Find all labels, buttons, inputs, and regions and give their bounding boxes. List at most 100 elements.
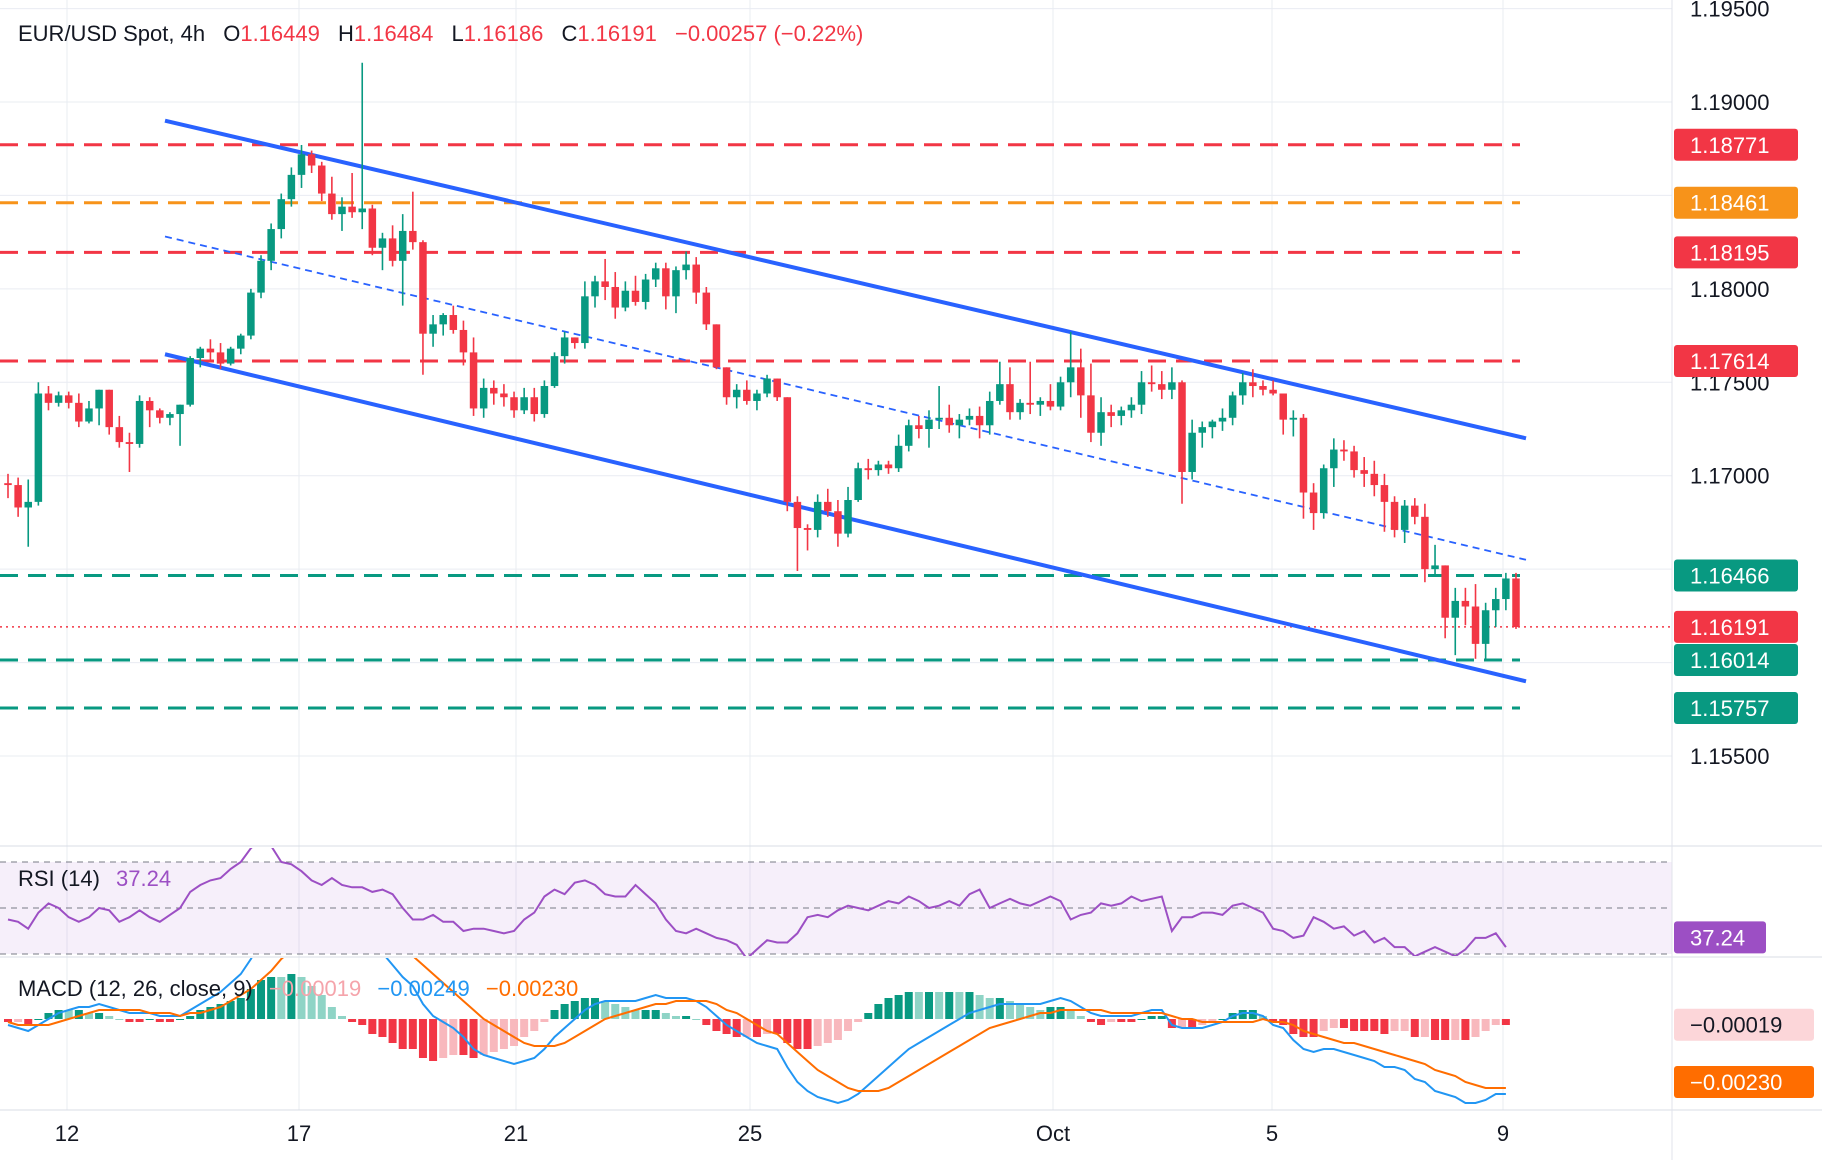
macd-hist-bar-9 [95,1013,104,1019]
macd-hist-bar-62 [631,1010,640,1019]
price-tick-label-4: 1.17000 [1690,464,1770,489]
candle-body-127 [1289,417,1298,420]
time-axis[interactable]: 12 17 21 25 Oct 5 9 [55,1121,1509,1146]
change-value: −0.00257 (−0.22%) [675,21,863,46]
macd-hist-bar-69 [702,1019,711,1025]
candle-body-15 [156,410,164,418]
macd-hist-bar-97 [985,998,994,1019]
macd-hist-bar-35 [358,1019,367,1025]
candle-body-29 [297,154,306,175]
candle-body-73 [743,389,751,401]
macd-hist-bar-71 [722,1019,731,1034]
macd-hist-bar-40 [408,1019,417,1049]
macd-hist-bar-137 [1390,1019,1399,1031]
macd-hist-bar-86 [874,1004,883,1019]
candle-body-25 [257,260,265,293]
candle-body-64 [651,268,660,280]
channel-mid-line [164,235,1527,561]
macd-hist-bar-77 [783,1019,792,1043]
candle-body-123 [1249,382,1257,387]
time-tick-label-2: 21 [504,1121,528,1146]
candle-body-51 [520,397,528,411]
candle-body-128 [1299,417,1308,493]
macd-hist-bar-109 [1107,1019,1116,1022]
candle-body-13 [135,400,144,444]
candle-body-136 [1380,485,1389,502]
macd-hist-bar-18 [186,1016,195,1019]
macd-hist-bar-67 [682,1016,691,1019]
candle-body-97 [985,400,994,426]
macd-hist-bar-138 [1400,1019,1409,1031]
candle-body-69 [702,292,711,325]
macd-hist-bar-19 [196,1010,205,1019]
candle-body-47 [479,387,488,409]
macd-hist-bar-146 [1481,1019,1490,1031]
candle-body-138 [1400,505,1409,530]
rsi-badge-bg [1674,921,1766,954]
candle-body-37 [378,238,387,248]
candle-body-147 [1492,599,1500,611]
macd-hist-bar-108 [1097,1019,1106,1025]
macd-signal-badge-bg [1674,1066,1814,1098]
candle-body-67 [682,264,690,271]
candle-body-28 [287,174,296,200]
candle-body-90 [915,425,923,429]
macd-hist-bar-58 [591,998,600,1019]
macd-hist-bar-81 [823,1019,832,1043]
level-badge-0-text: 1.18771 [1690,133,1770,158]
candle-body-100 [1016,402,1024,413]
candle-body-96 [975,415,984,426]
time-tick-label-4: Oct [1036,1121,1070,1146]
candle-body-30 [307,154,316,166]
candle-body-146 [1481,610,1490,644]
candle-body-149 [1512,578,1520,628]
candle-body-112 [1137,382,1146,405]
high-value: 1.16484 [354,21,434,46]
candle-body-113 [1147,382,1156,385]
close-label: C [561,21,577,46]
candle-body-23 [237,335,245,349]
candle-body-125 [1269,389,1277,394]
macd-hist-bar-65 [661,1013,670,1019]
candle-body-89 [905,425,913,446]
macd-hist-bar-80 [813,1019,822,1046]
candle-body-86 [874,464,883,471]
macd-hist-bar-128 [1299,1019,1308,1037]
symbol-legend[interactable]: EUR/USD Spot, 4h O1.16449 H1.16484 L1.16… [18,21,863,46]
macd-hist-bar-112 [1137,1019,1146,1020]
level-badge-2-text: 1.18195 [1690,240,1770,265]
candle-body-77 [783,397,792,502]
open-value: 1.16449 [240,21,320,46]
macd-legend[interactable]: MACD (12, 26, close, 9) −0.00019 −0.0024… [18,976,578,1001]
rsi-line [7,848,1507,956]
rsi-legend[interactable]: RSI (14) 37.24 [18,866,171,891]
candle-body-93 [945,417,953,426]
candle-body-1 [14,485,22,508]
candle-body-54 [550,356,559,387]
macd-hist-bar-31 [317,995,326,1019]
candle-body-75 [763,378,771,394]
level-badge-6-bg [1674,691,1798,724]
candle-body-45 [459,329,468,353]
macd-hist-bar-123 [1248,1010,1257,1019]
candle-body-50 [510,397,518,411]
macd-hist-bar-73 [742,1019,751,1037]
candle-body-121 [1228,395,1237,418]
macd-hist-bar-53 [540,1019,549,1022]
macd-hist-bar-85 [864,1013,873,1019]
macd-hist-bar-82 [833,1019,842,1040]
macd-hist-bar-98 [995,998,1004,1019]
macd-hist-bar-122 [1238,1010,1247,1019]
macd-hist-value: −0.00019 [269,976,361,1001]
price-axis[interactable]: 1.195001.190001.180001.175001.170001.155… [1674,0,1814,1098]
candle-body-105 [1066,367,1075,383]
macd-hist-bar-7 [74,1010,83,1019]
trend-channel [164,118,1527,684]
candle-body-22 [226,348,235,364]
candle-body-126 [1279,393,1287,420]
candle-body-44 [449,315,458,330]
macd-hist-bar-0 [4,1019,12,1022]
candle-body-91 [925,419,933,429]
